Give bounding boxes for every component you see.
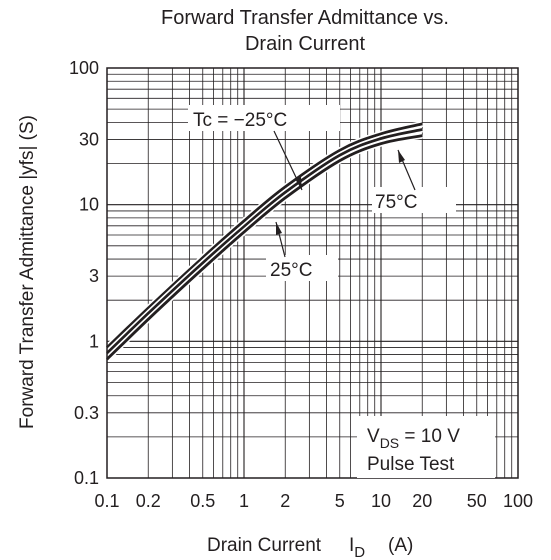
series-line-2 [106,134,423,361]
callout-arrow-75 [398,150,405,163]
x-tick-label: 0.2 [136,491,161,511]
series-line-0 [106,122,423,349]
y-tick-label: 0.3 [74,403,99,423]
callout-arrow-m25 [295,177,302,190]
y-tick-label: 30 [79,129,99,149]
series-label-25: 25°C [270,260,312,281]
x-tick-label: 0.5 [190,491,215,511]
x-tick-label: 5 [335,491,345,511]
label-bg-75 [372,187,456,213]
callout-arrow-25 [276,222,282,235]
x-axis-symbol: I [349,535,354,556]
vds-main: V [367,426,380,447]
y-tick-label: 100 [69,58,99,78]
y-tick-label: 3 [89,266,99,286]
conditions-box [357,416,495,478]
x-axis-label: Drain Current ID (A) [207,535,413,560]
vds-subscript: DS [380,435,399,451]
series-line-1 [106,128,423,355]
plot-grid [107,68,518,478]
series-label-m25: Tc = −25°C [193,110,287,131]
chart-title-line-2: Drain Current [245,33,365,55]
x-tick-label: 1 [239,491,249,511]
x-axis-label-text: Drain Current [207,535,322,556]
x-tick-label: 100 [503,491,533,511]
x-tick-label: 2 [280,491,290,511]
label-bg-m25 [188,105,340,131]
tick-labels: 0.1 0.2 0.5 1 2 5 10 20 50 100 0.1 0.3 1 3 10 30 100 [69,58,533,511]
series-label-75: 75°C [375,192,417,213]
chart-title-line-1: Forward Transfer Admittance vs. [161,7,449,29]
vds-value: = 10 V [399,426,460,447]
plot-frame [106,67,519,479]
x-axis-symbol-subscript: D [354,544,365,560]
series-layer [104,120,423,362]
x-tick-label: 50 [467,491,487,511]
pulse-test-label: Pulse Test [367,454,455,475]
y-tick-label: 1 [89,331,99,351]
x-tick-label: 0.1 [94,491,119,511]
y-axis-label: Forward Transfer Admittance |yfs| (S) [17,115,38,429]
y-tick-label: 10 [79,195,99,215]
x-axis-unit: (A) [388,535,413,556]
x-tick-label: 20 [412,491,432,511]
vds-label: VDS = 10 V [367,426,460,451]
x-tick-label: 10 [371,491,391,511]
label-bg-25 [266,255,338,281]
y-tick-label: 0.1 [74,468,99,488]
